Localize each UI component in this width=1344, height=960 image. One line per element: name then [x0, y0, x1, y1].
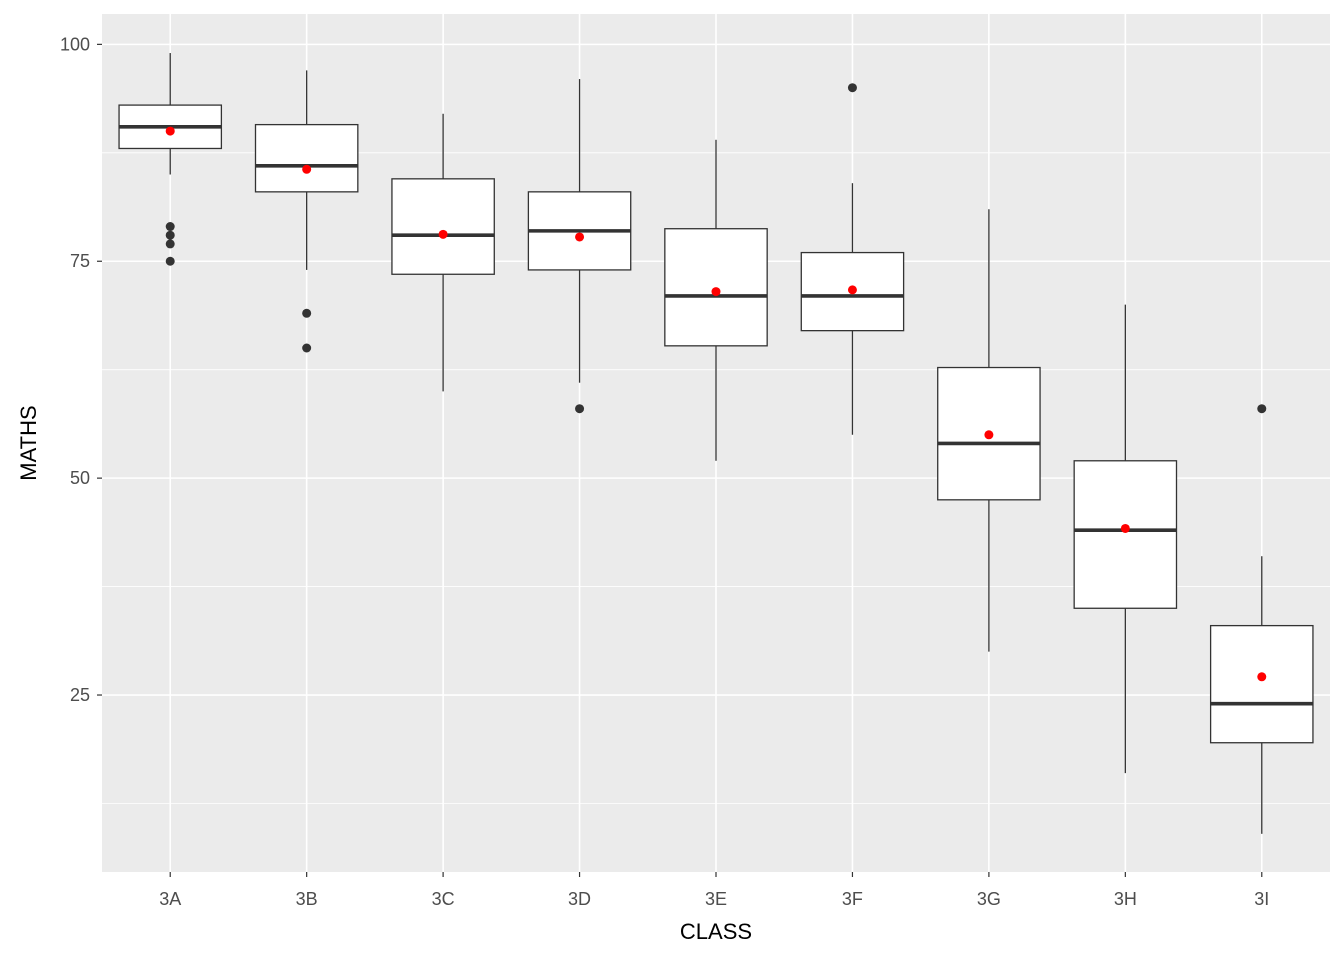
mean-point	[984, 430, 994, 440]
x-tick-label: 3C	[432, 889, 455, 909]
outlier-point	[1257, 404, 1267, 414]
outlier-point	[165, 230, 175, 240]
mean-point	[302, 164, 312, 174]
outlier-point	[302, 308, 312, 318]
outlier-point	[575, 404, 585, 414]
box-iqr	[1073, 460, 1178, 609]
y-tick-label: 100	[60, 34, 90, 54]
mean-point	[847, 285, 857, 295]
y-tick-label: 25	[70, 685, 90, 705]
outlier-point	[847, 83, 857, 93]
box-iqr	[664, 228, 768, 347]
mean-point	[1257, 672, 1267, 682]
x-tick-label: 3H	[1114, 889, 1137, 909]
outlier-point	[302, 343, 312, 353]
mean-point	[575, 232, 585, 242]
outlier-point	[165, 239, 175, 249]
mean-point	[1120, 523, 1130, 533]
y-tick-label: 50	[70, 468, 90, 488]
x-tick-label: 3B	[296, 889, 318, 909]
x-tick-label: 3E	[705, 889, 727, 909]
mean-point	[711, 287, 721, 297]
y-axis-title: MATHS	[16, 405, 41, 480]
box-iqr	[1209, 624, 1314, 744]
x-tick-label: 3I	[1254, 889, 1269, 909]
x-tick-label: 3G	[977, 889, 1001, 909]
outlier-point	[165, 256, 175, 266]
y-tick-label: 75	[70, 251, 90, 271]
x-tick-label: 3F	[842, 889, 863, 909]
box-iqr	[254, 123, 359, 193]
x-axis-title: CLASS	[680, 919, 752, 944]
mean-point	[438, 229, 448, 239]
outlier-point	[165, 222, 175, 232]
box-iqr	[391, 178, 495, 275]
mean-point	[165, 126, 175, 136]
x-tick-label: 3A	[159, 889, 181, 909]
x-tick-label: 3D	[568, 889, 591, 909]
